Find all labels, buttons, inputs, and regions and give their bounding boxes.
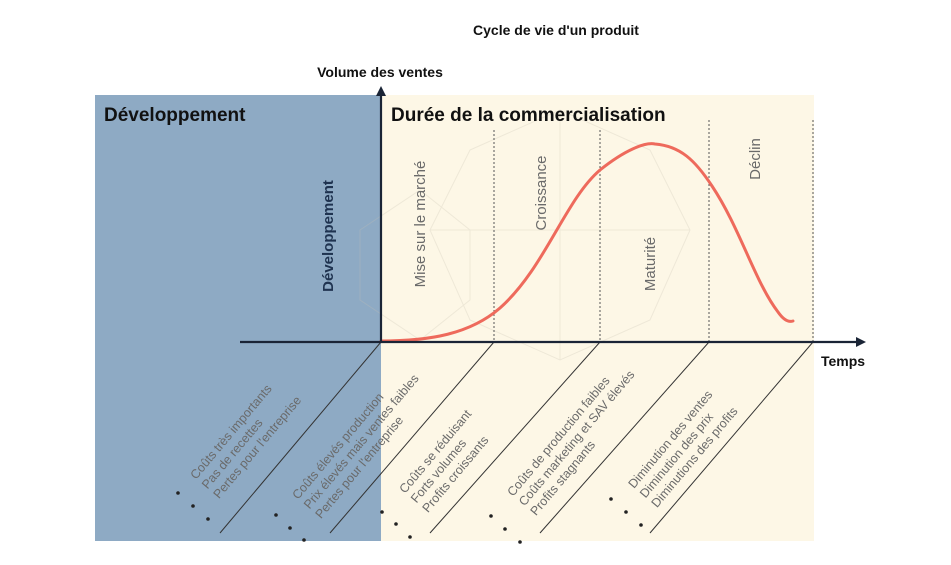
bullet-dot <box>274 513 278 517</box>
bullet-dot <box>288 526 292 530</box>
bullet-dot <box>489 514 493 518</box>
x-axis-label: Temps <box>821 353 865 369</box>
bullet-dot <box>518 540 522 544</box>
commercial-header: Durée de la commercialisation <box>391 105 666 126</box>
bullet-dot <box>394 522 398 526</box>
diagonal-line-5 <box>649 341 814 534</box>
development-header: Développement <box>104 105 246 126</box>
sales-curve <box>379 142 795 343</box>
bullet-dot <box>624 510 628 514</box>
diagonal-line-3 <box>429 341 601 534</box>
bullet-dot <box>639 523 643 527</box>
diagonal-line-1 <box>219 341 382 534</box>
phase-label-developpement: Développement <box>320 180 337 292</box>
axes <box>240 86 866 347</box>
diagonal-line-4 <box>539 341 710 534</box>
page-title: Cycle de vie d'un produit <box>473 22 639 38</box>
bullet-dot <box>206 517 210 521</box>
phase-dividers <box>493 120 814 342</box>
phase-label-mise-sur-le-marche: Mise sur le marché <box>412 161 429 288</box>
bullet-dot <box>503 527 507 531</box>
phase-label-declin: Déclin <box>747 138 764 180</box>
bullet-dots <box>176 491 643 544</box>
y-axis-arrow-icon <box>376 86 386 96</box>
bullet-dot <box>191 504 195 508</box>
phase-label-croissance: Croissance <box>533 155 550 230</box>
bullet-dot <box>302 538 306 542</box>
commercial-zone <box>381 95 814 541</box>
y-axis-label: Volume des ventes <box>317 64 443 80</box>
diagonal-lines <box>219 341 814 534</box>
x-axis-arrow-icon <box>856 337 866 347</box>
bullet-dot <box>176 491 180 495</box>
development-zone <box>95 95 381 541</box>
watermark <box>359 109 691 361</box>
bullet-dot <box>408 535 412 539</box>
diagonal-line-2 <box>329 341 495 534</box>
bullet-dot <box>380 510 384 514</box>
bullet-dot <box>609 497 613 501</box>
phase-label-maturite: Maturité <box>642 237 659 291</box>
